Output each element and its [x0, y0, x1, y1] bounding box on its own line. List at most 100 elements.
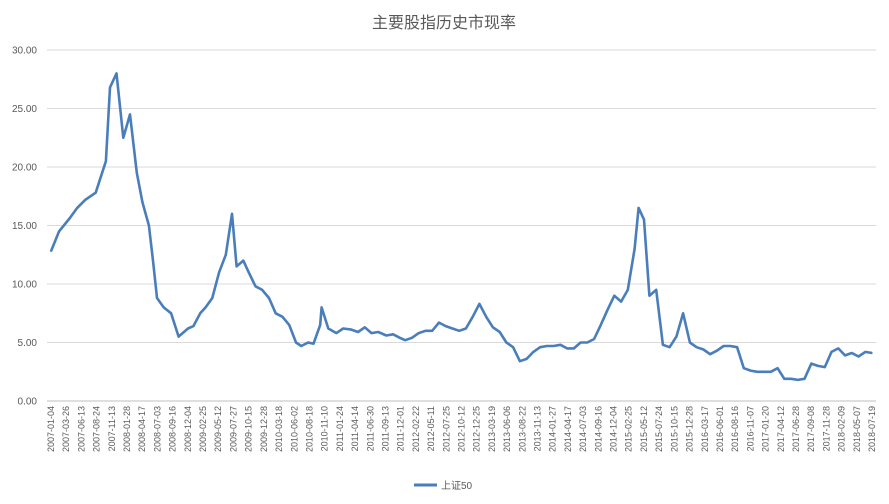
x-tick-label: 2009-07-27 — [228, 406, 238, 452]
x-tick-label: 2016-03-17 — [700, 406, 710, 452]
x-tick-label: 2008-12-04 — [183, 406, 193, 452]
watermark-text: 头条号 / 自由源于 — [756, 480, 876, 498]
data-point — [404, 339, 407, 342]
data-point — [115, 72, 118, 75]
data-point — [68, 217, 71, 220]
data-point — [319, 324, 322, 326]
data-point — [320, 306, 323, 309]
data-point — [235, 265, 238, 268]
data-point — [620, 300, 622, 303]
y-tick-label: 5.00 — [18, 338, 38, 349]
x-tick-label: 2010-08-18 — [304, 406, 314, 452]
data-point — [606, 308, 609, 311]
x-tick-label: 2011-01-24 — [335, 406, 345, 451]
y-tick-label: 20.00 — [12, 163, 37, 174]
data-point — [837, 347, 840, 350]
y-tick-label: 15.00 — [12, 221, 37, 232]
data-point — [593, 338, 595, 340]
x-tick-label: 2008-09-16 — [168, 406, 178, 452]
data-point — [662, 344, 664, 346]
data-point — [288, 324, 291, 326]
data-point — [162, 306, 165, 309]
data-point — [357, 331, 359, 333]
data-point — [231, 213, 233, 215]
x-tick-label: 2012-10-12 — [457, 406, 467, 452]
data-point — [539, 346, 541, 349]
x-tick-label: 2011-09-13 — [380, 406, 390, 451]
data-point — [181, 332, 184, 334]
x-tick-label: 2016-08-16 — [730, 406, 740, 452]
x-tick-label: 2007-06-13 — [76, 406, 86, 452]
data-point — [498, 331, 501, 333]
x-tick-label: 2017-06-28 — [791, 406, 801, 452]
x-tick-label: 2014-09-16 — [593, 406, 603, 452]
data-point — [871, 352, 873, 354]
data-point — [803, 378, 806, 380]
data-point — [307, 341, 309, 344]
data-point — [136, 172, 138, 174]
data-point — [335, 332, 338, 334]
data-point — [783, 378, 786, 380]
x-tick-label: 2015-05-12 — [639, 406, 649, 452]
x-tick-label: 2012-05-11 — [426, 406, 436, 451]
data-point — [377, 331, 380, 333]
data-point — [199, 312, 201, 315]
data-point — [770, 371, 772, 373]
data-point — [512, 346, 514, 349]
y-tick-label: 0.00 — [18, 397, 38, 408]
data-point — [485, 316, 488, 318]
data-point — [613, 294, 616, 297]
x-tick-label: 2014-04-17 — [563, 406, 573, 452]
data-point — [392, 333, 394, 336]
data-point — [465, 327, 467, 330]
x-tick-label: 2011-12-01 — [396, 406, 406, 451]
x-tick-label: 2010-06-02 — [289, 406, 299, 452]
data-point — [702, 348, 705, 351]
x-tick-label: 2011-06-30 — [365, 406, 375, 451]
data-point — [668, 346, 671, 349]
x-tick-label: 2015-02-25 — [624, 406, 634, 452]
data-point — [242, 259, 245, 262]
data-point — [749, 369, 752, 372]
data-point — [648, 294, 651, 297]
data-point — [763, 371, 765, 373]
data-point — [50, 250, 52, 252]
data-point — [655, 289, 657, 291]
data-point — [261, 289, 264, 291]
data-point — [148, 224, 150, 227]
data-point — [532, 351, 535, 353]
data-point — [817, 365, 819, 367]
x-tick-label: 2009-12-28 — [259, 406, 269, 452]
data-point — [546, 345, 548, 347]
chart-title: 主要股指历史市现率 — [372, 13, 516, 32]
data-point — [177, 335, 180, 338]
x-tick-label: 2018-05-07 — [852, 406, 862, 452]
data-point — [399, 337, 401, 339]
data-point — [187, 327, 189, 330]
x-tick-label: 2009-05-12 — [213, 406, 223, 452]
x-tick-label: 2008-04-17 — [137, 406, 147, 452]
data-point — [109, 86, 111, 89]
data-point — [851, 352, 853, 354]
x-tick-label: 2014-01-27 — [548, 406, 558, 452]
data-point — [444, 325, 447, 327]
data-point — [424, 330, 427, 332]
x-tick-label: 2007-03-26 — [61, 406, 71, 452]
data-point — [152, 259, 154, 262]
data-point — [552, 345, 555, 347]
gridlines — [47, 49, 876, 402]
data-point — [573, 347, 575, 350]
x-tick-label: 2014-12-04 — [609, 406, 619, 452]
data-point — [411, 337, 413, 339]
x-tick-label: 2015-10-15 — [669, 406, 679, 452]
data-point — [122, 137, 125, 139]
legend: 上证50 — [414, 480, 473, 492]
x-tick-label: 2016-06-01 — [715, 406, 725, 452]
data-point — [830, 351, 833, 353]
data-point — [844, 354, 846, 357]
data-point — [156, 297, 158, 299]
data-point — [170, 312, 172, 315]
data-point — [756, 371, 759, 373]
